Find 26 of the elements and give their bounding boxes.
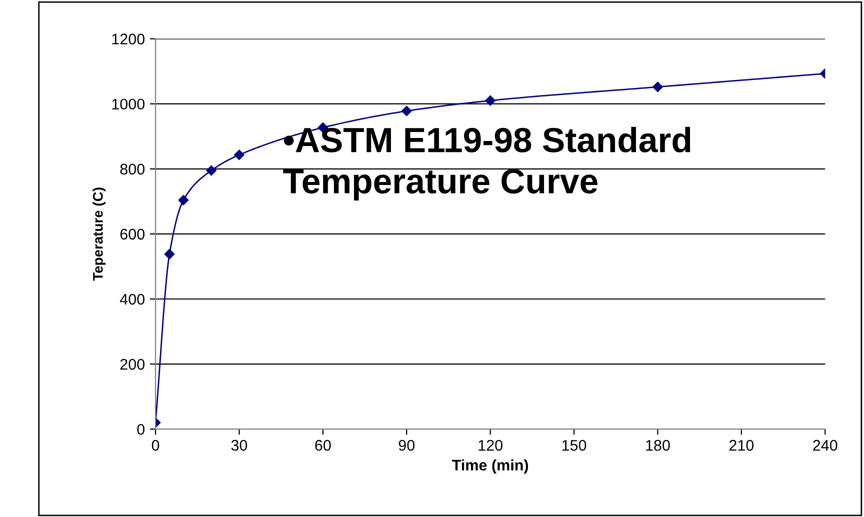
point: [652, 82, 663, 92]
point: [206, 165, 216, 176]
y-tick-label: 800: [120, 164, 145, 175]
y-tick-label: 200: [120, 358, 145, 370]
x-tick-label: 210: [729, 440, 754, 451]
point: [402, 106, 412, 116]
x-axis-title: Time (min): [452, 459, 528, 474]
x-tick-label: 150: [562, 440, 586, 451]
x-tick-label: 180: [646, 440, 670, 451]
y-tick-label: 0: [137, 424, 145, 435]
y-tick-label: 1200: [112, 34, 145, 44]
point: [164, 248, 175, 260]
x-tick-label: 30: [231, 440, 248, 451]
x-tick-label: 90: [398, 440, 415, 451]
y-tick-label: 600: [120, 228, 145, 240]
x-tick-label: 0: [152, 440, 160, 451]
x-tick-label: 240: [813, 440, 838, 451]
y-tick-label: 400: [120, 294, 145, 305]
y-tick-label: 1000: [112, 98, 145, 110]
y-axis-title: Teperature (C): [92, 188, 106, 281]
annotation: •ASTM E119-98 Standard Temperature Curve: [283, 126, 690, 200]
x-tick-label: 120: [478, 440, 502, 451]
x-tick-label: 60: [315, 440, 331, 451]
point: [485, 95, 496, 106]
point: [178, 195, 189, 206]
point: [234, 150, 244, 160]
